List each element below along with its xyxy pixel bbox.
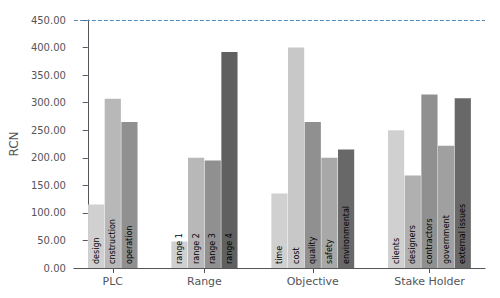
svg-text:PLC: PLC [103, 275, 124, 288]
svg-text:300.00: 300.00 [31, 97, 66, 108]
svg-text:designers: designers [408, 225, 417, 264]
svg-text:350.00: 350.00 [31, 70, 66, 81]
svg-text:cnstruction: cnstruction [108, 219, 117, 264]
svg-text:Stake Holder: Stake Holder [394, 275, 465, 288]
svg-text:environmental: environmental [342, 206, 351, 264]
svg-text:time: time [275, 246, 284, 264]
svg-text:250.00: 250.00 [31, 125, 66, 136]
svg-text:450.00: 450.00 [31, 15, 66, 26]
svg-text:100.00: 100.00 [31, 207, 66, 218]
svg-text:clients: clients [392, 238, 401, 264]
svg-text:Objective: Objective [287, 275, 339, 288]
svg-text:range 3: range 3 [208, 233, 217, 264]
svg-text:external issues: external issues [458, 204, 467, 264]
svg-text:400.00: 400.00 [31, 42, 66, 53]
svg-text:range 1: range 1 [175, 233, 184, 264]
svg-text:RCN: RCN [7, 131, 21, 156]
svg-text:range 2: range 2 [192, 233, 201, 264]
svg-text:contractors: contractors [425, 218, 434, 264]
svg-text:range 4: range 4 [225, 233, 234, 264]
svg-text:safety: safety [325, 239, 334, 264]
svg-text:200.00: 200.00 [31, 152, 66, 163]
svg-text:cost: cost [292, 247, 301, 264]
svg-text:government: government [442, 215, 451, 264]
svg-text:quality: quality [308, 236, 317, 264]
svg-text:Range: Range [187, 275, 222, 288]
svg-text:0.00: 0.00 [44, 263, 66, 274]
svg-text:operation: operation [125, 226, 134, 264]
svg-text:50.00: 50.00 [37, 235, 66, 246]
svg-text:design: design [92, 237, 101, 264]
svg-text:150.00: 150.00 [31, 180, 66, 191]
